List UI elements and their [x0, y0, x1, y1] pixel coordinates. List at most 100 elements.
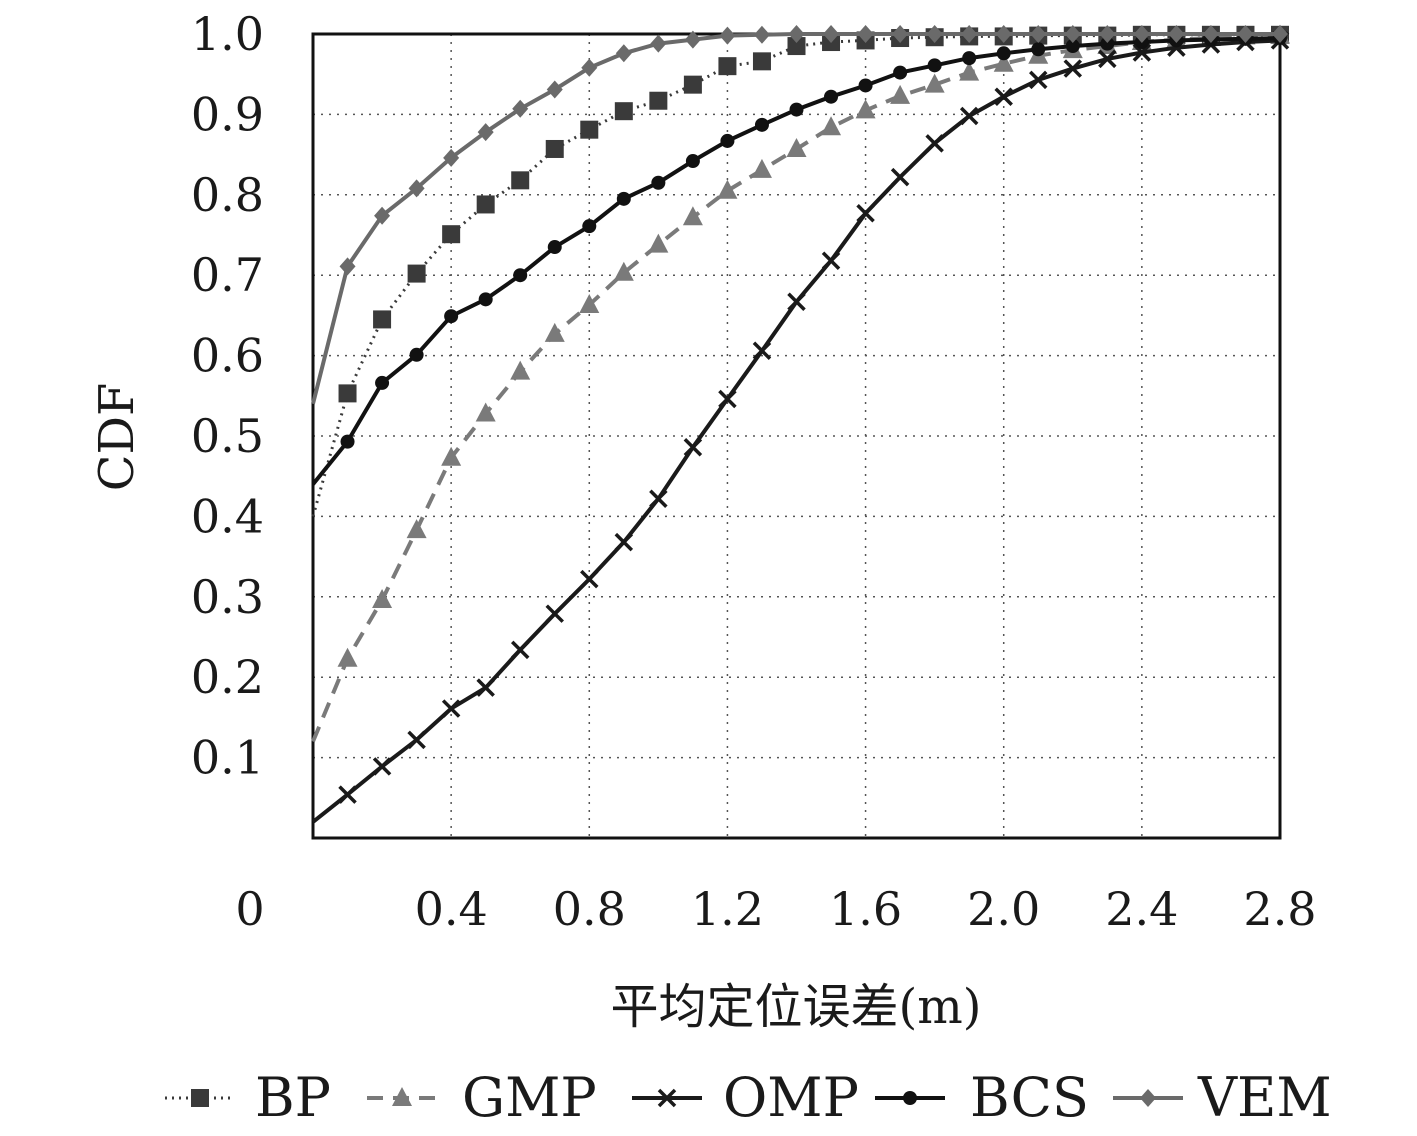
legend-label: OMP — [723, 1066, 859, 1129]
data-point-vem — [1030, 25, 1047, 43]
data-point-vem — [408, 179, 425, 198]
data-point-gmp — [510, 360, 531, 380]
data-point-omp — [649, 489, 668, 508]
data-point-vem — [546, 80, 563, 99]
data-point-vem — [1133, 25, 1150, 43]
series-layer — [311, 24, 1290, 824]
legend-label: GMP — [462, 1066, 597, 1129]
data-point-gmp — [959, 61, 980, 81]
data-point-gmp — [579, 293, 600, 313]
data-point-bcs — [754, 117, 769, 132]
data-point-omp — [752, 341, 772, 361]
data-point-vem — [1272, 25, 1288, 43]
data-point-vem — [650, 34, 667, 53]
series-omp — [311, 31, 1290, 824]
y-axis-label: CDF — [89, 383, 145, 492]
data-point-bcs — [375, 375, 390, 390]
y-tick-label: 0.9 — [191, 87, 264, 141]
data-point-omp — [856, 204, 875, 223]
legend-swatch-marker — [903, 1091, 917, 1105]
series-vem — [311, 25, 1288, 405]
data-point-vem — [1168, 25, 1185, 43]
data-point-bcs — [1065, 39, 1080, 54]
legend-swatch-marker — [657, 1088, 677, 1108]
legend-item-bp: BP — [165, 1066, 331, 1129]
data-point-bp — [407, 264, 426, 283]
y-tick-label: 0.5 — [191, 409, 264, 463]
data-point-omp — [821, 251, 841, 270]
y-tick-label: 0.6 — [191, 329, 264, 383]
data-point-bcs — [616, 191, 631, 206]
data-point-bp — [511, 171, 530, 190]
data-point-gmp — [648, 233, 669, 253]
y-tick-label: 0.8 — [191, 168, 264, 222]
data-point-gmp — [890, 84, 911, 104]
data-point-vem — [995, 25, 1012, 43]
data-point-vem — [512, 99, 529, 118]
data-point-vem — [961, 25, 978, 43]
tick-labels: 0 0.4 0.8 1.2 1.6 2.0 2.4 2.8 0.1 0.2 0.3 0.4 0.5 0.6… — [191, 7, 1317, 936]
data-point-vem — [339, 257, 356, 276]
data-point-bcs — [893, 65, 908, 80]
legend-item-vem: VEM — [1113, 1066, 1332, 1129]
legend-item-bcs: BCS — [875, 1066, 1089, 1129]
data-point-gmp — [337, 647, 358, 667]
data-point-bcs — [444, 309, 459, 324]
data-point-omp — [407, 730, 426, 750]
data-point-bcs — [824, 89, 839, 104]
data-point-gmp — [786, 137, 807, 157]
data-point-omp — [441, 699, 461, 718]
data-point-omp — [614, 532, 634, 552]
legend-label: BCS — [970, 1066, 1089, 1129]
legend: BP GMP OMP BCS VEM — [165, 1066, 1332, 1129]
data-point-omp — [1063, 59, 1083, 78]
x-tick-label: 2.8 — [1243, 882, 1316, 936]
y-tick-label: 0.4 — [191, 489, 264, 543]
data-point-gmp — [924, 73, 945, 93]
data-point-vem — [719, 26, 736, 45]
data-point-gmp — [441, 446, 462, 466]
data-point-vem — [443, 148, 460, 167]
x-tick-label: 1.2 — [691, 882, 764, 936]
series-line-vem — [311, 32, 1280, 405]
data-point-bcs — [547, 240, 562, 255]
data-point-bcs — [1100, 36, 1115, 51]
data-point-gmp — [544, 322, 565, 342]
data-point-omp — [545, 604, 564, 623]
data-point-gmp — [993, 52, 1014, 72]
legend-swatch-marker — [1140, 1089, 1156, 1107]
data-point-bcs — [340, 434, 355, 449]
data-point-gmp — [613, 261, 634, 281]
data-point-omp — [890, 167, 910, 187]
data-point-bcs — [962, 51, 977, 66]
data-point-vem — [477, 123, 494, 142]
grid-lines — [313, 34, 1280, 838]
data-point-bp — [373, 310, 392, 329]
data-point-bp — [580, 120, 599, 139]
data-point-vem — [857, 25, 874, 43]
data-point-gmp — [372, 589, 393, 609]
x-tick-label: 0.8 — [553, 882, 626, 936]
data-point-gmp — [406, 519, 427, 539]
y-tick-label: 0.1 — [191, 731, 264, 785]
data-point-vem — [753, 25, 770, 44]
y-tick-label: 1.0 — [191, 7, 264, 61]
data-point-omp — [1132, 43, 1152, 62]
data-point-bcs — [789, 102, 804, 117]
data-point-bcs — [685, 154, 700, 169]
data-point-vem — [684, 30, 701, 49]
data-point-omp — [372, 757, 392, 776]
data-point-vem — [1237, 25, 1254, 43]
data-point-bp — [718, 57, 737, 76]
x-tick-label: 2.4 — [1105, 882, 1178, 936]
data-point-bcs — [582, 219, 597, 234]
data-point-vem — [615, 44, 632, 63]
data-point-vem — [892, 25, 909, 43]
data-point-bcs — [927, 58, 942, 73]
data-point-bcs — [513, 268, 528, 283]
data-point-omp — [1098, 49, 1117, 69]
data-point-omp — [683, 438, 703, 457]
data-point-bcs — [478, 292, 493, 307]
x-axis-label: 平均定位误差(m) — [611, 979, 982, 1035]
